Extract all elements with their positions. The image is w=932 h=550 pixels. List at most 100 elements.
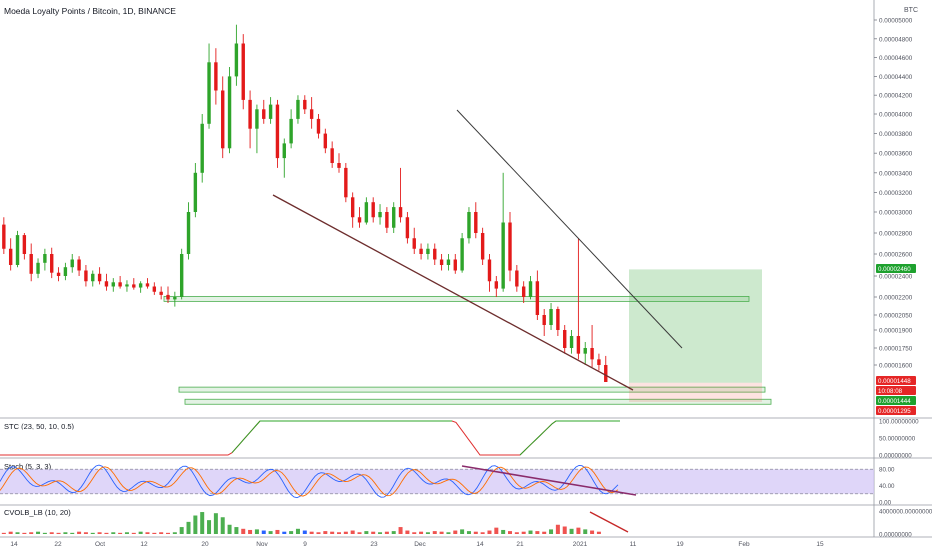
candle	[576, 238, 581, 360]
candle	[36, 258, 40, 279]
candle	[43, 248, 47, 271]
candle	[125, 280, 129, 292]
price-axis[interactable]: 0.00005000 0.00004800 0.00004600 0.00004400…	[874, 18, 913, 370]
candle-body	[474, 212, 478, 233]
volume-bar	[583, 529, 588, 534]
volume-bar	[254, 529, 259, 534]
stoch-tick-label: 40.00	[879, 483, 895, 490]
time-tick-label: Feb	[738, 541, 750, 548]
candle-body	[569, 336, 574, 348]
volume-bar	[501, 529, 506, 534]
candle-body	[15, 235, 20, 265]
price-tick-label: 0.00002200	[879, 295, 913, 302]
stoch-pane: Stoch (5, 3, 3) 80.00 40.00 0.00	[0, 462, 895, 507]
candle	[2, 217, 6, 254]
candle-body	[207, 62, 211, 124]
falling-wedge-resistance-line	[456, 109, 683, 349]
candle-body	[227, 76, 232, 149]
candle	[590, 325, 594, 368]
volume-bar	[166, 532, 170, 534]
price-badges: 0.00002460 0.00001448 10:08:08 0.00001444 0.…	[876, 264, 916, 415]
volume-bar	[36, 531, 41, 534]
candle-body	[590, 348, 594, 360]
candle-body	[364, 202, 369, 223]
candle-body	[398, 207, 403, 218]
volume-bar	[104, 532, 109, 534]
candle	[330, 141, 334, 168]
candle-body	[22, 235, 27, 254]
candle-body	[289, 118, 293, 144]
candle	[104, 273, 109, 291]
candle	[255, 104, 259, 154]
candle	[234, 24, 239, 86]
candle	[296, 95, 300, 124]
volume-bar	[200, 512, 205, 534]
volume-bar	[56, 532, 61, 534]
candle-body	[330, 148, 334, 163]
candle-body	[542, 315, 546, 325]
volume-divergence-line	[589, 511, 629, 533]
volume-bar	[384, 531, 389, 534]
volume-bar	[391, 531, 396, 534]
volume-bar	[487, 530, 492, 534]
candle	[364, 197, 369, 225]
price-tick-label: 0.00002600	[879, 252, 913, 259]
candle-body	[234, 43, 239, 77]
volume-bar	[309, 531, 314, 534]
price-badge-label: 0.00001448	[878, 378, 911, 385]
candle-body	[118, 282, 122, 287]
candle-body	[604, 365, 608, 382]
candle-body	[515, 270, 519, 287]
volume-bar	[405, 530, 410, 534]
trend-lines	[272, 109, 683, 391]
candle	[268, 97, 273, 124]
price-tick-label: 0.00004000	[879, 112, 913, 119]
candle-body	[193, 172, 198, 212]
time-tick-label: 19	[676, 541, 684, 548]
candle	[453, 254, 457, 274]
time-tick-label: 11	[630, 541, 637, 548]
volume-bar	[42, 532, 47, 534]
candle-body	[200, 123, 204, 173]
volume-bar	[248, 529, 253, 534]
volume-bar	[590, 530, 595, 534]
candle-body	[597, 359, 601, 365]
price-tick-label: 0.00001750	[879, 346, 913, 353]
candle-body	[138, 283, 143, 288]
candle	[316, 114, 321, 139]
candle	[193, 163, 198, 218]
candle-body	[446, 259, 451, 265]
candles	[2, 24, 608, 382]
volume-bar	[152, 532, 157, 534]
time-axis[interactable]: 14 22 Oct 12 20 Nov 9 23 Dec 14 21 2021 11 19 Feb 15	[10, 541, 824, 548]
stc-band	[0, 429, 620, 447]
candle-body	[2, 224, 6, 249]
candle-body	[337, 163, 341, 168]
candle-body	[528, 281, 533, 297]
candle	[118, 276, 122, 289]
volume-bar	[398, 527, 403, 534]
time-tick-label: 22	[54, 541, 62, 548]
candle-body	[91, 273, 95, 282]
price-badge-bg	[876, 406, 916, 415]
candle-body	[50, 254, 54, 273]
time-tick-label: 14	[10, 541, 18, 548]
volume-bar	[460, 529, 465, 534]
candle	[15, 230, 20, 268]
volume-bar	[371, 531, 376, 534]
price-tick-label: 0.00001900	[879, 328, 913, 335]
price-tick-label: 0.00002400	[879, 274, 913, 281]
candle	[392, 202, 396, 233]
candle	[77, 256, 81, 276]
volume-bar	[15, 532, 20, 534]
chart-title: Moeda Loyalty Points / Bitcoin, 1D, BINA…	[4, 6, 176, 16]
candle	[569, 330, 574, 354]
support-zone-lower	[184, 398, 772, 405]
volume-bar	[179, 527, 184, 534]
price-tick-label: 0.00003600	[879, 151, 913, 158]
candle-body	[125, 284, 129, 287]
candle	[378, 204, 382, 225]
stc-line-rising	[519, 420, 620, 456]
candle	[337, 153, 341, 173]
